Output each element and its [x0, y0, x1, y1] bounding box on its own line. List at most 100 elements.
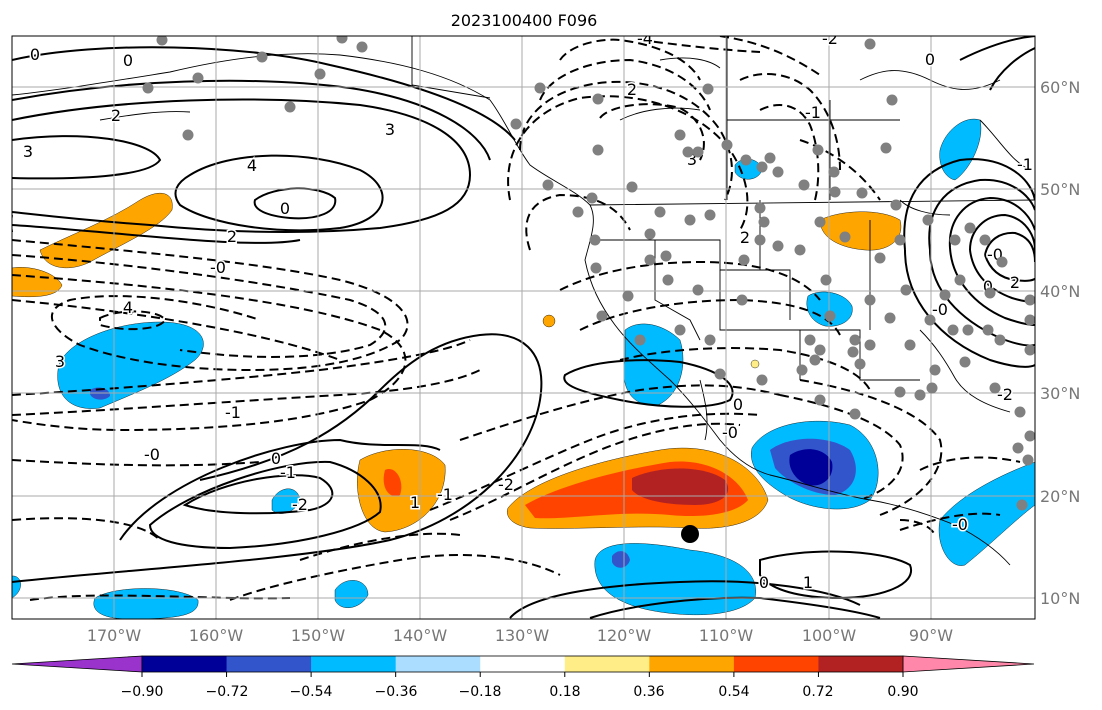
- station-dot: [704, 209, 716, 221]
- contour-label: 1: [803, 573, 813, 592]
- station-dot: [510, 118, 522, 130]
- station-dot: [904, 339, 916, 351]
- station-dot: [828, 166, 840, 178]
- station-dot: [939, 289, 951, 301]
- station-dot: [596, 310, 608, 322]
- station-dot: [984, 287, 996, 299]
- station-dot: [622, 290, 634, 302]
- station-dot: [1014, 406, 1026, 418]
- contour-label: 0: [30, 45, 40, 64]
- station-dot: [156, 36, 168, 46]
- anomaly-negative-region: [806, 291, 853, 327]
- station-dot: [1012, 442, 1024, 454]
- lat-label: 60°N: [1040, 78, 1080, 97]
- contour-label: 0: [123, 51, 133, 70]
- contour-label: -1: [280, 463, 296, 482]
- anomaly-negative-region: [334, 580, 369, 608]
- station-dot: [592, 93, 604, 105]
- station-dot: [684, 214, 696, 226]
- station-dot: [772, 240, 784, 252]
- colorbar-segment: [226, 656, 312, 672]
- contour-label: -2: [498, 475, 514, 494]
- station-dot: [758, 216, 770, 228]
- station-dot: [764, 152, 776, 164]
- colorbar-tick-label: 0.36: [633, 684, 664, 700]
- station-dot: [924, 314, 936, 326]
- station-dot: [812, 144, 824, 156]
- anomaly-strong-negative-region: [789, 449, 833, 486]
- station-dot: [592, 144, 604, 156]
- lat-label: 30°N: [1040, 384, 1080, 403]
- station-dot: [839, 231, 851, 243]
- station-dot: [626, 181, 638, 193]
- station-dot: [284, 101, 296, 113]
- station-dot: [814, 216, 826, 228]
- station-dot: [660, 250, 672, 262]
- station-dot: [900, 284, 912, 296]
- contour-label: 0: [925, 50, 935, 69]
- contour-label: -1: [437, 485, 453, 504]
- contour-label: 0: [733, 395, 743, 414]
- station-dot: [959, 356, 971, 368]
- station-dot: [756, 161, 768, 173]
- colorbar-segment: [818, 656, 904, 672]
- colorbar-segment: [311, 656, 397, 672]
- longitude-labels: 170°W 160°W 150°W 140°W 130°W 120°W 110°…: [87, 626, 953, 645]
- station-dot: [1024, 430, 1035, 442]
- station-dot: [256, 51, 268, 63]
- station-dot: [654, 206, 666, 218]
- station-dot: [662, 274, 674, 286]
- station-dot: [1022, 454, 1034, 466]
- lon-label: 130°W: [495, 626, 550, 645]
- contour-label: 0: [271, 449, 281, 468]
- station-dot: [674, 129, 686, 141]
- station-dot: [979, 234, 991, 246]
- station-dot: [996, 256, 1008, 268]
- station-dot: [772, 166, 784, 178]
- station-dot: [847, 346, 859, 358]
- station-dot: [1024, 344, 1035, 356]
- contour-label: -0: [932, 300, 948, 319]
- station-dot: [864, 339, 876, 351]
- colorbar-segment: [733, 656, 819, 672]
- station-dot: [804, 334, 816, 346]
- contour-label: 1: [410, 493, 420, 512]
- colorbar-tick-label: −0.90: [121, 684, 164, 700]
- station-dot: [714, 368, 726, 380]
- station-dot: [886, 94, 898, 106]
- contour-label: 2: [1010, 273, 1020, 292]
- anomaly-strong-positive-region: [383, 469, 402, 497]
- contour-label: 0: [280, 199, 290, 218]
- station-dot: [314, 68, 326, 80]
- contour-label: 0: [759, 573, 769, 592]
- station-dot: [994, 334, 1006, 346]
- station-dot: [829, 186, 841, 198]
- contour-label: -1: [805, 103, 821, 122]
- station-dot: [954, 274, 966, 286]
- contour-label: 2: [740, 228, 750, 247]
- colorbar-left-extension: [11, 655, 143, 673]
- station-dot: [922, 214, 934, 226]
- colorbar-right-extension: [902, 655, 1035, 673]
- station-dot: [142, 82, 154, 94]
- contour-label: -0: [210, 258, 226, 277]
- station-dot: [756, 374, 768, 386]
- chart-title: 2023100400 F096: [451, 11, 598, 30]
- station-dot: [814, 344, 826, 356]
- station-dot: [798, 179, 810, 191]
- colorbar-tick-label: −0.54: [290, 684, 333, 700]
- station-dot: [586, 192, 598, 204]
- station-dot: [864, 294, 876, 306]
- contour-label: -0: [144, 445, 160, 464]
- station-dot: [754, 202, 766, 214]
- station-dot: [692, 146, 704, 158]
- station-dot: [674, 324, 686, 336]
- station-dot: [738, 254, 750, 266]
- contour-label: -2: [822, 29, 838, 48]
- station-dot: [572, 206, 584, 218]
- contour-label: 4: [123, 298, 133, 317]
- station-dot: [589, 234, 601, 246]
- lon-label: 110°W: [699, 626, 754, 645]
